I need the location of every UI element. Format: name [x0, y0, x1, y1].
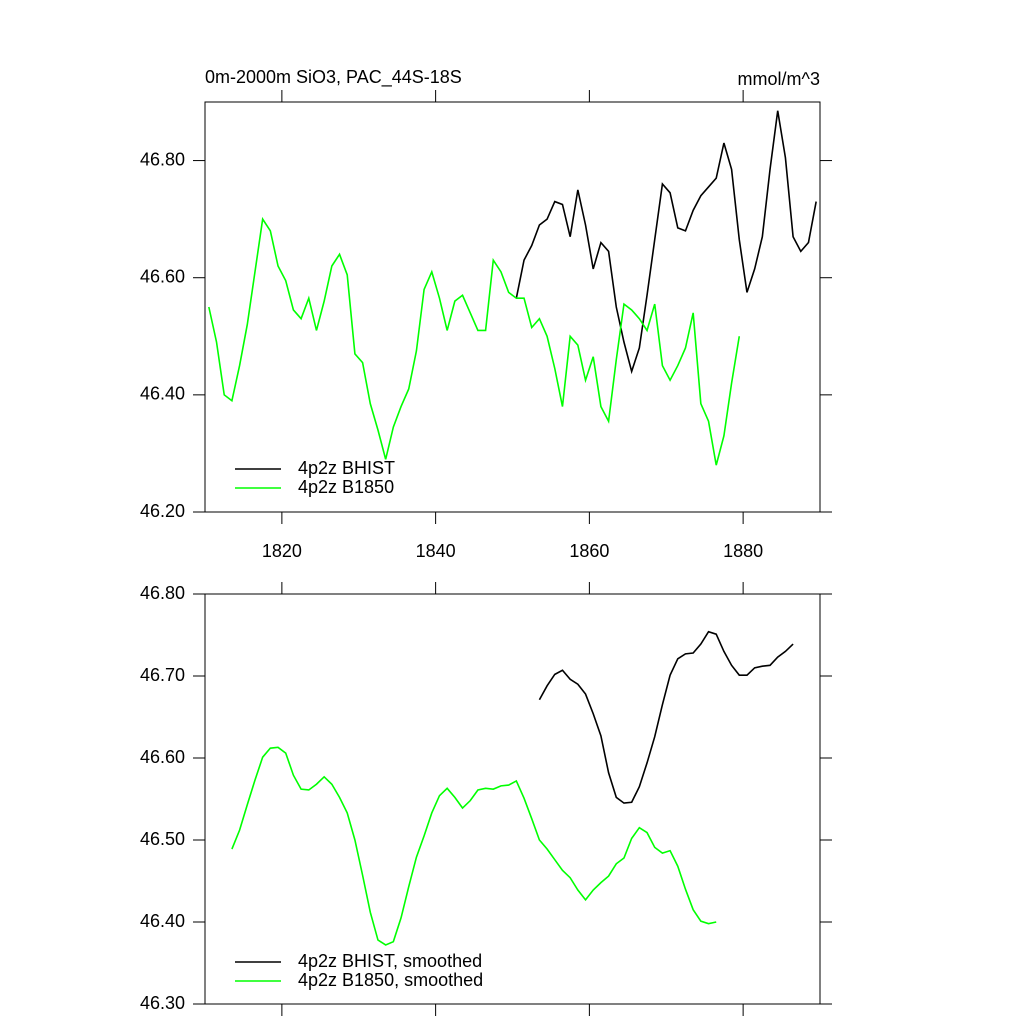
y-tick-label: 46.60 [140, 747, 185, 767]
plot-frame [204, 593, 821, 1005]
x-tick-label: 1880 [723, 541, 763, 561]
legend-label: 4p2z B1850, smoothed [298, 970, 483, 990]
chart-title: 0m-2000m SiO3, PAC_44S-18S [205, 67, 462, 88]
y-tick-label: 46.80 [140, 149, 185, 169]
y-tick-label: 46.20 [140, 501, 185, 521]
data-line [515, 110, 817, 375]
x-tick-label: 1840 [416, 541, 456, 561]
y-tick-label: 46.50 [140, 829, 185, 849]
y-tick-label: 46.40 [140, 384, 185, 404]
y-tick-label: 46.30 [140, 993, 185, 1013]
legend-label: 4p2z B1850 [298, 477, 394, 497]
legend-label: 4p2z BHIST [298, 458, 395, 478]
x-tick-label: 1820 [262, 541, 302, 561]
y-tick-label: 46.80 [140, 583, 185, 603]
data-line [208, 216, 741, 466]
plot-frame [204, 101, 821, 513]
y-tick-label: 46.70 [140, 665, 185, 685]
data-line [538, 630, 794, 804]
y-tick-label: 46.60 [140, 266, 185, 286]
x-tick-label: 1860 [569, 541, 609, 561]
data-line [231, 746, 717, 946]
legend-label: 4p2z BHIST, smoothed [298, 951, 482, 971]
units-label: mmol/m^3 [738, 69, 820, 89]
y-tick-label: 46.40 [140, 911, 185, 931]
